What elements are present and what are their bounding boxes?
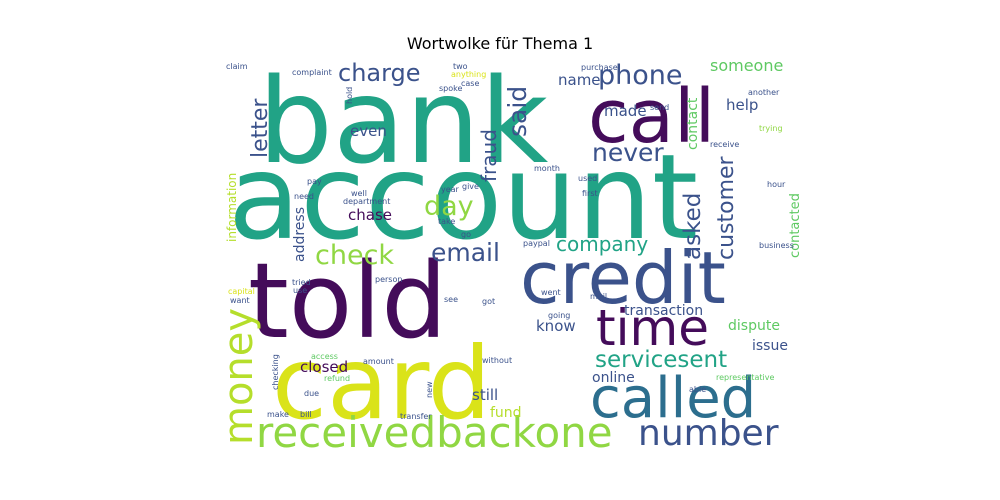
word-want: want [230, 296, 250, 305]
word-never: never [592, 138, 664, 167]
word-servicesent: servicesent [595, 347, 727, 373]
word-send: send [650, 103, 669, 112]
word-help: help [726, 96, 758, 114]
word-bank: bank [258, 52, 548, 190]
word-contacted: contacted [788, 193, 803, 258]
word-email: email [431, 238, 500, 267]
word-check: check [315, 240, 394, 271]
word-due: due [304, 389, 319, 398]
word-refund: refund [324, 374, 350, 383]
word-without: without [482, 356, 512, 365]
word-card: card [272, 325, 491, 442]
word-issue: issue [752, 338, 788, 354]
word-dispute: dispute [728, 318, 780, 334]
word-go: go [461, 230, 471, 239]
word-take: take [438, 217, 455, 226]
word-number: number [638, 413, 779, 454]
word-person: person [375, 275, 402, 284]
word-know: know [536, 317, 576, 335]
word-fund: fund [490, 405, 522, 421]
word-information: information [225, 173, 239, 242]
word-access: access [311, 352, 338, 361]
word-two: two [453, 62, 468, 71]
word-u: u [686, 284, 691, 293]
word-company: company [556, 232, 648, 256]
word-asked: asked [680, 193, 706, 260]
word-credit: credit [520, 236, 726, 320]
word-amount: amount [363, 357, 394, 366]
word-call: call [588, 74, 715, 160]
word-customer: customer [714, 155, 739, 260]
chart-title: Wortwolke für Thema 1 [406, 34, 594, 53]
word-fraud: fraud [477, 129, 501, 182]
word-case: case [461, 79, 479, 88]
word-tried: tried [292, 278, 311, 287]
word-charge: charge [338, 59, 421, 87]
word-month: month [534, 164, 560, 173]
word-transaction: transaction [624, 303, 703, 319]
word-year: year [441, 185, 460, 194]
word-see: see [444, 295, 458, 304]
word-online: online [592, 370, 635, 386]
word-first: first [582, 189, 598, 198]
word-another: another [748, 88, 780, 97]
word-transfer: transfer [400, 412, 432, 421]
word-money: money [216, 308, 262, 445]
word-account: account [228, 128, 698, 266]
word-letter: letter [248, 98, 273, 158]
word-phone: phone [598, 60, 683, 91]
word-representative: representative [716, 373, 774, 382]
word-even: even [350, 122, 387, 140]
word-got: got [482, 297, 495, 306]
word-made: made [604, 102, 647, 120]
word-day: day [424, 191, 474, 222]
word-address: address [292, 207, 308, 262]
word-contact: contact [685, 97, 701, 150]
word-someone: someone [710, 56, 783, 75]
word-closed: closed [300, 358, 348, 376]
word-need: need [294, 192, 314, 201]
word-pay: pay [307, 177, 322, 186]
word-checking: checking [271, 354, 280, 390]
word-told: told [248, 240, 447, 362]
word-complaint: complaint [292, 68, 332, 77]
word-mail: mail [590, 292, 607, 301]
word-hour: hour [767, 180, 786, 189]
word-chase: chase [348, 206, 392, 224]
word-receive: receive [710, 140, 739, 149]
word-going: going [548, 311, 570, 320]
word-well: well [351, 189, 367, 198]
word-claim: claim [226, 62, 248, 71]
word-use: use [293, 286, 307, 295]
word-give: give [462, 182, 479, 191]
word-anything: anything [451, 70, 486, 79]
word-purchase: purchase [581, 63, 618, 72]
word-spoke: spoke [439, 84, 462, 93]
word-said: said [503, 86, 532, 137]
word-name: name [558, 71, 601, 89]
word-make: make [267, 410, 289, 419]
word-capital: capital [228, 287, 255, 296]
word-time: time [596, 299, 709, 357]
word-hold: hold [345, 87, 354, 104]
word-went: went [541, 288, 561, 297]
word-receivedbackone: receivedbackone [256, 408, 613, 457]
word-called: called [590, 366, 756, 431]
word-used: used [578, 174, 597, 183]
word-bill: bill [300, 410, 312, 419]
word-trying: trying [759, 124, 783, 133]
word-department: department [343, 197, 390, 206]
word-still: still [472, 386, 498, 404]
word-new: new [425, 381, 434, 398]
word-paypal: paypal [523, 239, 550, 248]
word-business: business [759, 241, 794, 250]
word-able: able [689, 385, 706, 394]
